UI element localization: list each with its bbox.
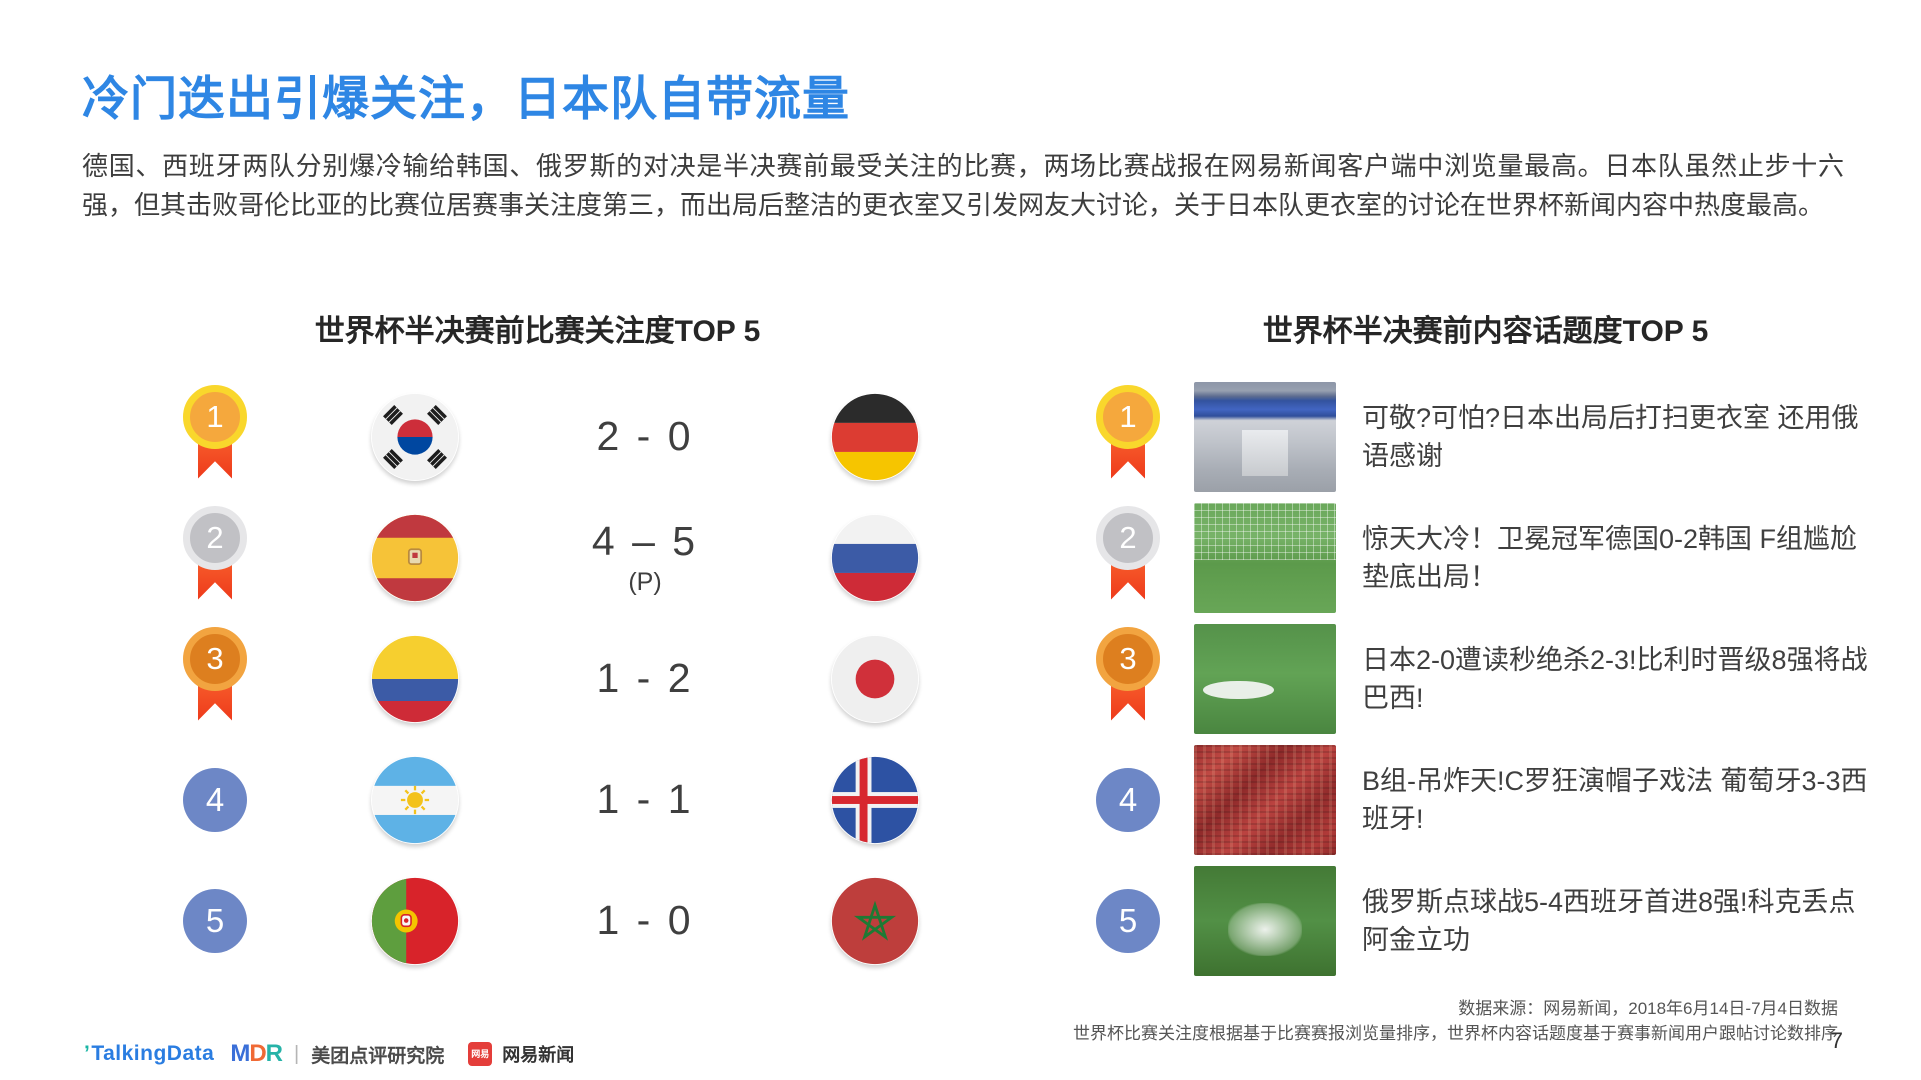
news-headline: 惊天大冷！卫冕冠军德国0-2韩国 F组尴尬垫底出局！ bbox=[1362, 523, 1858, 592]
penalty-note: (P) bbox=[628, 568, 662, 596]
score: 2 - 0 bbox=[596, 413, 693, 460]
match-rows: 1 bbox=[95, 376, 980, 981]
mdr-logo: MDR bbox=[230, 1040, 283, 1067]
score-value: 1 - 1 bbox=[596, 776, 694, 822]
footer-logos: ’TalkingData MDR | 美团点评研究院 网易 网易新闻 bbox=[84, 1040, 574, 1068]
topic-row-4: 4 B组-吊炸天!C罗狂演帽子戏法 葡萄牙3-3西班牙! bbox=[1088, 739, 1883, 860]
topic-rows: 1 可敬?可怕?日本出局后打扫更衣室 还用俄语感谢 2 惊天大冷！卫冕冠军德国0… bbox=[1088, 376, 1883, 981]
silver-medal-icon: 2 bbox=[1092, 505, 1164, 610]
flag-colombia-icon bbox=[371, 635, 459, 723]
talkingdata-mark-icon: ’ bbox=[84, 1042, 91, 1065]
bronze-medal-icon: 3 bbox=[1092, 626, 1164, 731]
flag-japan-icon bbox=[831, 635, 919, 723]
silver-medal-icon: 2 bbox=[179, 505, 251, 610]
rank-circle-icon: 4 bbox=[179, 767, 251, 833]
match-attention-panel: 世界杯半决赛前比赛关注度TOP 5 1 bbox=[95, 306, 980, 981]
rank-circle-icon: 4 bbox=[1092, 767, 1164, 833]
flag-iceland-icon bbox=[831, 756, 919, 844]
score: 1 - 0 bbox=[596, 897, 693, 944]
rank-number: 2 bbox=[183, 505, 247, 570]
score-value: 1 - 2 bbox=[596, 655, 694, 701]
flag-morocco-icon bbox=[831, 877, 919, 965]
flag-germany-icon bbox=[831, 393, 919, 481]
match-row-5: 5 1 - 0 bbox=[95, 860, 980, 981]
gold-medal-icon: 1 bbox=[179, 384, 251, 489]
news-headline: 俄罗斯点球战5-4西班牙首进8强!科克丢点阿金立功 bbox=[1362, 886, 1856, 955]
flag-spain-icon bbox=[371, 514, 459, 602]
topic-row-5: 5 俄罗斯点球战5-4西班牙首进8强!科克丢点阿金立功 bbox=[1088, 860, 1883, 981]
topic-row-2: 2 惊天大冷！卫冕冠军德国0-2韩国 F组尴尬垫底出局！ bbox=[1088, 497, 1883, 618]
rank-number: 4 bbox=[1096, 767, 1160, 832]
news-headline: 日本2-0遭读秒绝杀2-3!比利时晋级8强将战巴西! bbox=[1362, 644, 1868, 713]
match-row-2: 2 4 – 5 (P) bbox=[95, 497, 980, 618]
news-headline: B组-吊炸天!C罗狂演帽子戏法 葡萄牙3-3西班牙! bbox=[1362, 765, 1868, 834]
logo-separator: | bbox=[294, 1042, 300, 1065]
data-source-notes: 数据来源：网易新闻，2018年6月14日-7月4日数据 世界杯比赛关注度根据基于… bbox=[1073, 996, 1838, 1046]
gold-medal-icon: 1 bbox=[1092, 384, 1164, 489]
bronze-medal-icon: 3 bbox=[179, 626, 251, 731]
flag-russia-icon bbox=[831, 514, 919, 602]
source-line-2: 世界杯比赛关注度根据基于比赛赛报浏览量排序，世界杯内容话题度基于赛事新闻用户跟帖… bbox=[1073, 1024, 1838, 1043]
match-row-1: 1 bbox=[95, 376, 980, 497]
left-panel-title: 世界杯半决赛前比赛关注度TOP 5 bbox=[314, 315, 761, 348]
score: 1 - 1 bbox=[596, 776, 693, 823]
news-photo-japan-belgium bbox=[1194, 623, 1336, 734]
score: 1 - 2 bbox=[596, 655, 693, 702]
content-topic-panel: 世界杯半决赛前内容话题度TOP 5 1 可敬?可怕?日本出局后打扫更衣室 还用俄… bbox=[1088, 306, 1883, 981]
news-photo-japan-locker-room bbox=[1194, 381, 1336, 492]
flag-argentina-icon bbox=[371, 756, 459, 844]
rank-number: 5 bbox=[183, 888, 247, 953]
score-value: 1 - 0 bbox=[596, 897, 694, 943]
rank-number: 2 bbox=[1096, 505, 1160, 570]
rank-circle-icon: 5 bbox=[1092, 888, 1164, 954]
match-row-4: 4 1 - 1 bbox=[95, 739, 980, 860]
flag-south-korea-icon bbox=[371, 393, 459, 481]
news-photo-germany-korea-goal bbox=[1194, 502, 1336, 613]
rank-number: 1 bbox=[1096, 384, 1160, 449]
score-value: 2 - 0 bbox=[596, 413, 694, 459]
meituan-dianping-institute-logo: 美团点评研究院 bbox=[311, 1045, 445, 1067]
intro-paragraph: 德国、西班牙两队分别爆冷输给韩国、俄罗斯的对决是半决赛前最受关注的比赛，两场比赛… bbox=[82, 151, 1844, 220]
rank-circle-icon: 5 bbox=[179, 888, 251, 954]
right-panel-title: 世界杯半决赛前内容话题度TOP 5 bbox=[1262, 315, 1709, 348]
news-headline: 可敬?可怕?日本出局后打扫更衣室 还用俄语感谢 bbox=[1362, 402, 1859, 471]
news-photo-russia-spain-celebration bbox=[1194, 865, 1336, 976]
score: 4 – 5 (P) bbox=[592, 518, 698, 597]
netease-badge-icon: 网易 bbox=[468, 1042, 493, 1066]
rank-number: 5 bbox=[1096, 888, 1160, 953]
page-number: 7 bbox=[1830, 1028, 1843, 1053]
news-photo-portugal-spain-crowd bbox=[1194, 744, 1336, 855]
talkingdata-logo: ’TalkingData bbox=[84, 1042, 214, 1066]
rank-number: 3 bbox=[183, 626, 247, 691]
flag-portugal-icon bbox=[371, 877, 459, 965]
score-value: 4 – 5 bbox=[591, 518, 699, 564]
topic-row-1: 1 可敬?可怕?日本出局后打扫更衣室 还用俄语感谢 bbox=[1088, 376, 1883, 497]
rank-number: 3 bbox=[1096, 626, 1160, 691]
page-title: 冷门迭出引爆关注，日本队自带流量 bbox=[82, 72, 850, 125]
rank-number: 4 bbox=[183, 767, 247, 832]
netease-news-logo: 网易新闻 bbox=[502, 1045, 575, 1065]
match-row-3: 3 1 - 2 bbox=[95, 618, 980, 739]
topic-row-3: 3 日本2-0遭读秒绝杀2-3!比利时晋级8强将战巴西! bbox=[1088, 618, 1883, 739]
rank-number: 1 bbox=[183, 384, 247, 449]
source-line-1: 数据来源：网易新闻，2018年6月14日-7月4日数据 bbox=[1458, 999, 1838, 1018]
talkingdata-wordmark: TalkingData bbox=[91, 1042, 215, 1065]
